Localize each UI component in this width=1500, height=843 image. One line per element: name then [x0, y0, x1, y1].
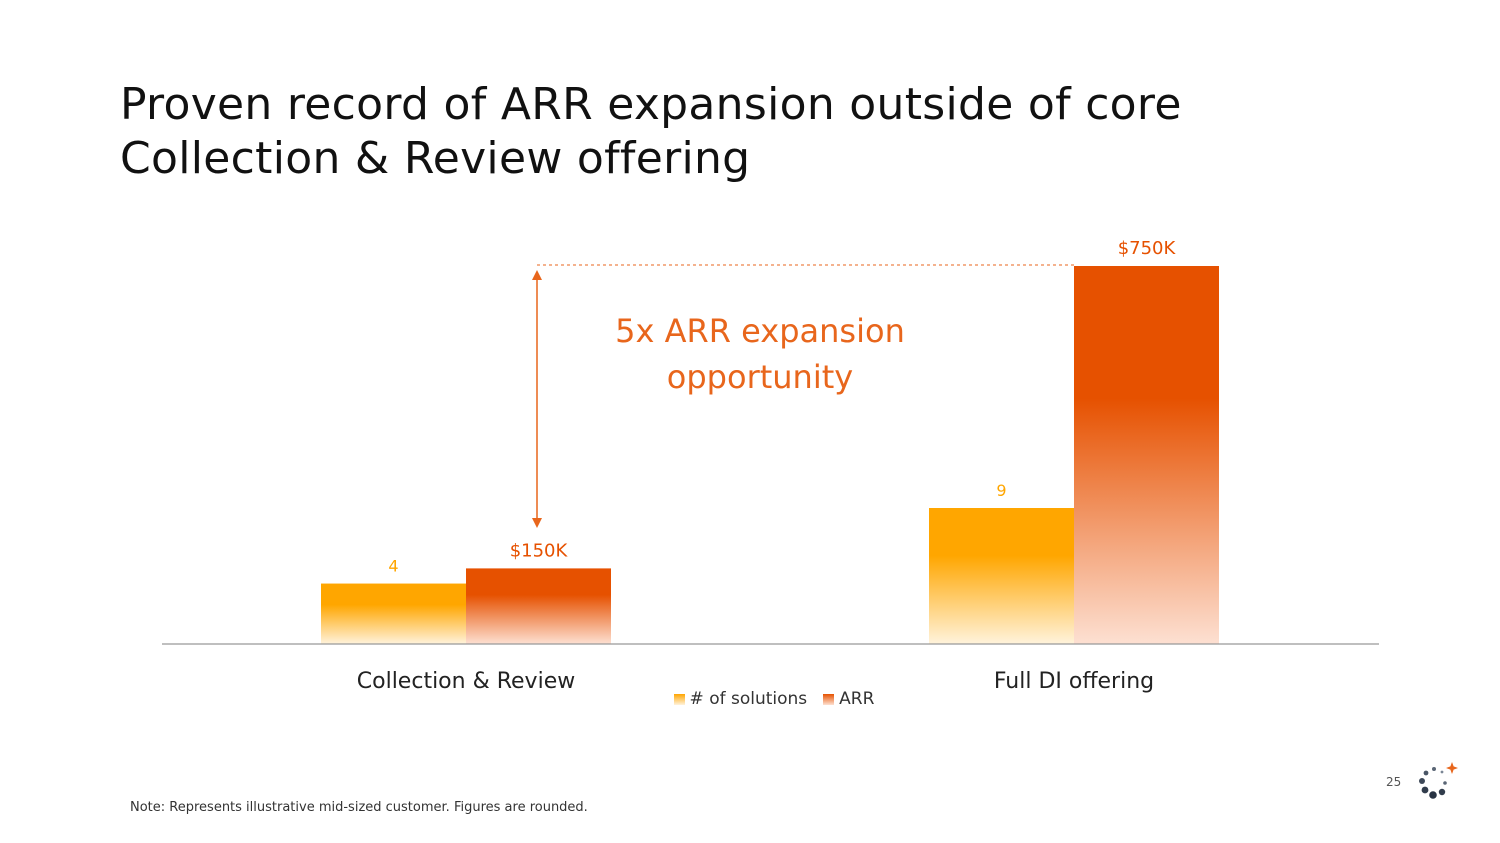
legend-label-arr: ARR — [839, 689, 875, 709]
slide-title-line-2: Collection & Review offering — [120, 133, 751, 184]
labels-layer: 4 $150K Collection & Review 9 $750K Full DI o… — [357, 238, 1177, 694]
annotation-line-1: 5x ARR expansion — [615, 312, 905, 350]
data-label-arr-collection-review: $150K — [510, 540, 569, 561]
arrow-head-up — [532, 270, 542, 280]
data-label-arr-full-di-offering: $750K — [1118, 238, 1177, 259]
data-label-of-solutions-full-di-offering: 9 — [996, 481, 1006, 500]
expansion-annotation: 5x ARR expansion opportunity — [560, 308, 960, 400]
category-label-full-di-offering: Full DI offering — [994, 669, 1154, 694]
footnote: Note: Represents illustrative mid-sized … — [130, 800, 588, 815]
page-number: 25 — [1386, 775, 1402, 789]
slide-title: Proven record of ARR expansion outside o… — [120, 78, 1320, 186]
bar-of-solutions-full-di-offering — [929, 508, 1074, 644]
legend-label-solutions: # of solutions — [689, 689, 808, 709]
legend-item-solutions: # of solutions — [673, 689, 808, 709]
annotation-line-2: opportunity — [666, 358, 854, 396]
bars-layer — [321, 266, 1219, 644]
company-logo-icon — [1419, 762, 1458, 799]
chart-legend: # of solutions ARR — [0, 689, 1500, 709]
category-label-collection-review: Collection & Review — [357, 669, 575, 694]
expansion-indicator — [532, 264, 1074, 528]
bar-of-solutions-collection-review — [321, 583, 466, 644]
legend-swatch-arr — [823, 693, 835, 705]
legend-swatch-solutions — [673, 693, 685, 705]
data-label-of-solutions-collection-review: 4 — [388, 557, 398, 576]
bar-arr-collection-review — [466, 568, 611, 644]
slide-title-line-1: Proven record of ARR expansion outside o… — [120, 79, 1182, 130]
arrow-head-down — [532, 518, 542, 528]
bar-arr-full-di-offering — [1074, 266, 1219, 644]
legend-item-arr: ARR — [823, 689, 874, 709]
